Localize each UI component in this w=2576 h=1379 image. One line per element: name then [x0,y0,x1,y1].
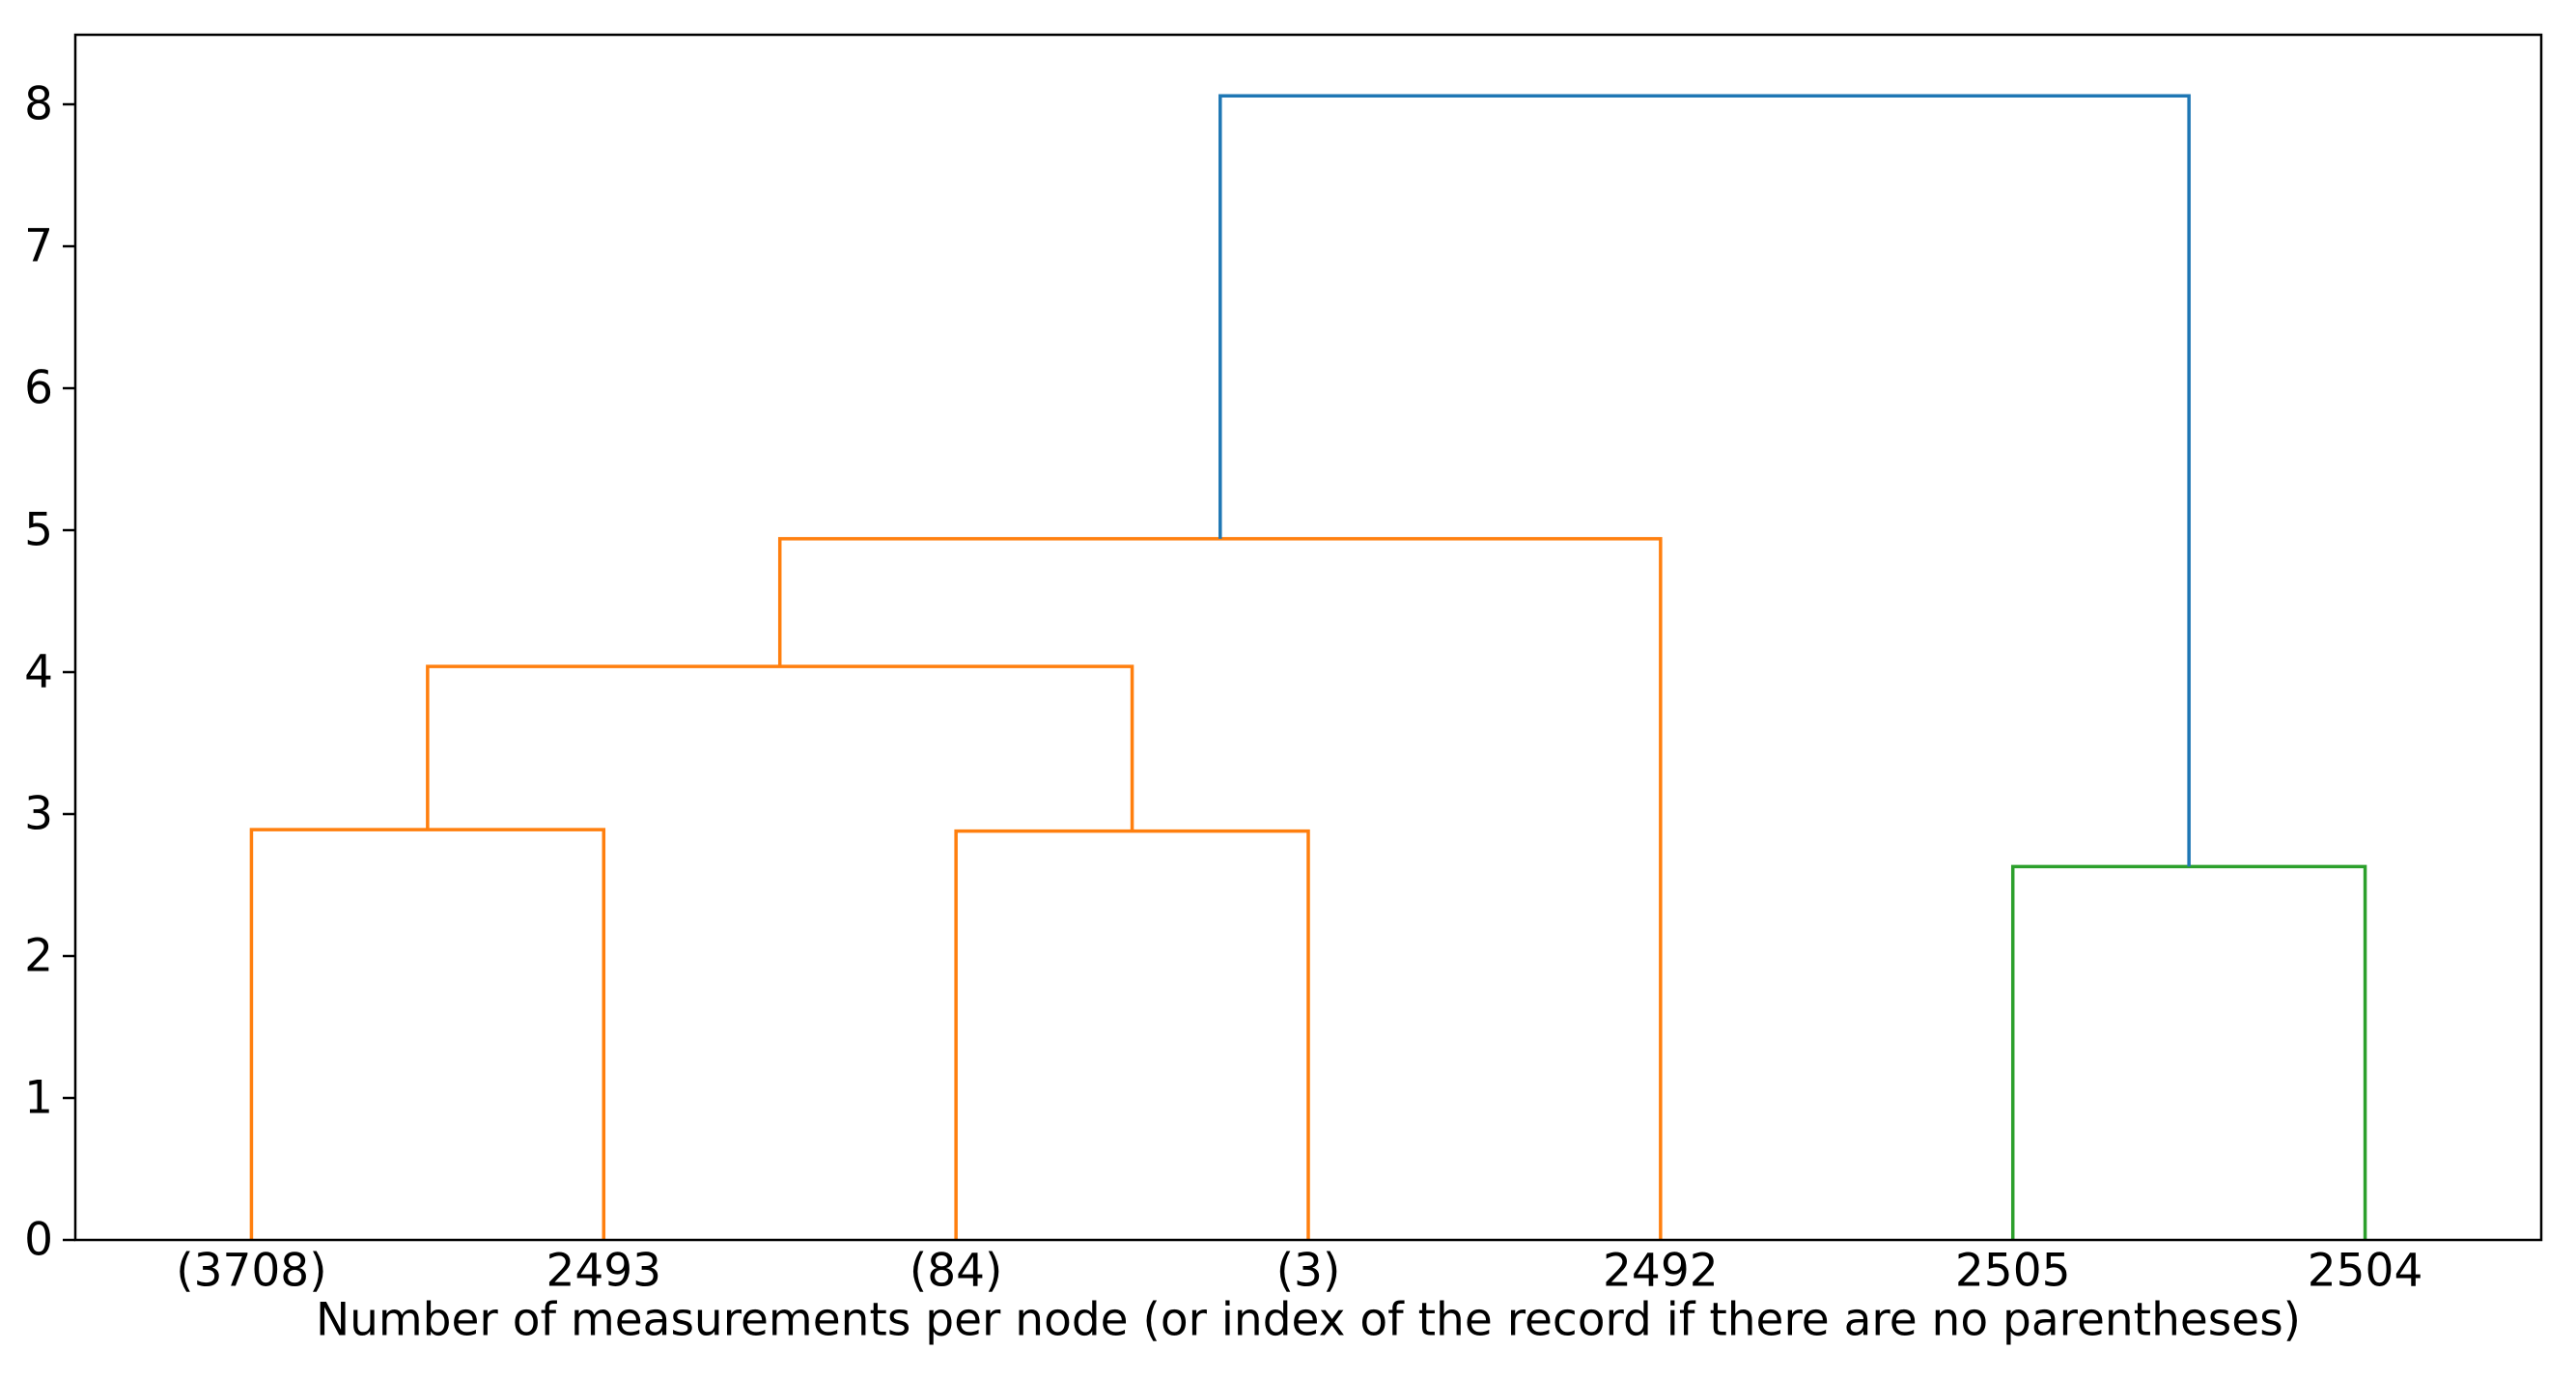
y-tick-label: 6 [24,362,53,415]
x-leaf-label: (3) [1276,1245,1341,1298]
x-leaf-label: 2493 [546,1245,661,1298]
y-tick-label: 4 [24,646,53,699]
x-axis-label: Number of measurements per node (or inde… [316,1294,2301,1347]
x-leaf-label: 2504 [2308,1245,2423,1298]
x-leaf-label: (84) [910,1245,1002,1298]
y-tick-label: 0 [24,1214,53,1267]
dendrogram-link-root-merge [1218,94,2191,867]
y-tick-label: 7 [24,220,53,273]
y-tick-label: 5 [24,504,53,557]
y-tick-label: 1 [24,1072,53,1125]
y-tick-label: 8 [24,78,53,131]
x-leaf-label: 2505 [1955,1245,2071,1298]
y-tick-label: 2 [24,930,53,983]
plot-border [73,33,2543,1242]
y-tick-label: 3 [24,788,53,841]
x-leaf-label: 2492 [1603,1245,1719,1298]
x-leaf-label: (3708) [176,1245,326,1298]
